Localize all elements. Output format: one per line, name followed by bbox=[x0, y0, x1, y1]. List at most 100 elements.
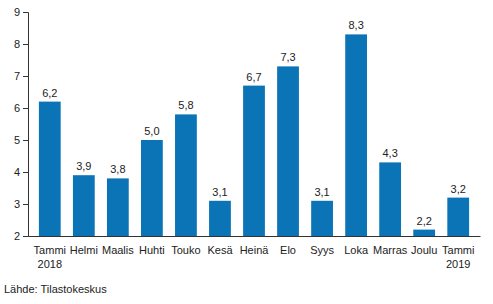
x-tick: Joulu bbox=[411, 236, 437, 256]
y-tick: 3 bbox=[14, 198, 28, 210]
y-tick-label: 6 bbox=[14, 102, 20, 114]
y-tick-label: 8 bbox=[14, 38, 20, 50]
y-tick: 6 bbox=[14, 102, 28, 114]
chart: 2 3 4 5 6 7 8 9 Tammi 2018 Helmi Maalis Huhti Touko Ke… bbox=[0, 0, 493, 304]
data-label: 3,1 bbox=[314, 186, 329, 198]
bar bbox=[39, 102, 61, 236]
y-tick-mark bbox=[23, 204, 28, 205]
bar bbox=[107, 178, 129, 236]
y-tick-mark bbox=[23, 140, 28, 141]
x-axis-line bbox=[29, 236, 481, 237]
x-tick-label-line: Heinä bbox=[240, 244, 270, 256]
data-label: 6,2 bbox=[42, 87, 57, 99]
y-tick-label: 3 bbox=[14, 198, 20, 210]
x-tick-label-line: Tammi bbox=[442, 244, 474, 256]
bar bbox=[447, 198, 469, 236]
x-tick: Loka bbox=[344, 236, 369, 256]
y-tick: 5 bbox=[14, 134, 28, 146]
x-tick-label: Syys bbox=[310, 244, 334, 256]
x-tick-label-line: Syys bbox=[310, 244, 334, 256]
y-axis-line bbox=[23, 13, 29, 237]
x-tick: Tammi 2019 bbox=[442, 236, 474, 270]
y-tick: 4 bbox=[14, 166, 28, 178]
y-tick-label: 2 bbox=[14, 230, 20, 242]
bar bbox=[345, 34, 367, 236]
source: Lähde: Tilastokeskus bbox=[4, 283, 107, 295]
x-axis: Tammi 2018 Helmi Maalis Huhti Touko Kesä Heinä E… bbox=[29, 236, 481, 270]
data-label: 2,2 bbox=[417, 215, 432, 227]
x-tick-label: Tammi 2018 bbox=[34, 244, 66, 270]
x-tick: Maalis bbox=[102, 236, 134, 256]
data-label: 3,1 bbox=[212, 186, 227, 198]
data-label: 7,3 bbox=[280, 51, 295, 63]
y-tick-label: 9 bbox=[14, 6, 20, 18]
x-tick-label-line: Touko bbox=[171, 244, 200, 256]
bar bbox=[243, 86, 265, 236]
x-tick: Heinä bbox=[240, 236, 270, 256]
bar bbox=[209, 201, 231, 236]
bar bbox=[277, 66, 299, 236]
y-tick: 9 bbox=[14, 6, 28, 18]
y-tick-label: 5 bbox=[14, 134, 20, 146]
bar bbox=[175, 114, 197, 236]
x-tick-label-line: Tammi bbox=[34, 244, 66, 256]
data-label: 5,0 bbox=[144, 125, 159, 137]
bar bbox=[311, 201, 333, 236]
x-tick-label-line: Helmi bbox=[70, 244, 98, 256]
data-label: 8,3 bbox=[348, 19, 363, 31]
x-tick-label: Loka bbox=[344, 244, 369, 256]
bars bbox=[39, 34, 469, 236]
y-tick: 8 bbox=[14, 38, 28, 50]
data-label: 3,8 bbox=[110, 163, 125, 175]
y-tick-mark bbox=[23, 172, 28, 173]
bar bbox=[379, 162, 401, 236]
y-tick: 2 bbox=[14, 230, 28, 242]
data-label: 4,3 bbox=[382, 147, 397, 159]
data-label: 3,2 bbox=[451, 183, 466, 195]
x-tick: Marras bbox=[373, 236, 408, 256]
data-label: 6,7 bbox=[246, 71, 261, 83]
data-labels: 6,2 3,9 3,8 5,0 5,8 3,1 6,7 7,3 3,1 8,3 4,3 2,2 3,2 bbox=[42, 19, 466, 226]
y-tick-label: 7 bbox=[14, 70, 20, 82]
data-label: 3,9 bbox=[76, 160, 91, 172]
x-tick-label: Heinä bbox=[240, 244, 270, 256]
x-tick-label: Maalis bbox=[102, 244, 134, 256]
bar bbox=[73, 175, 95, 236]
x-tick-label: Marras bbox=[373, 244, 408, 256]
x-tick-label-line: 2019 bbox=[446, 258, 470, 270]
x-tick: Syys bbox=[310, 236, 334, 256]
x-tick-label: Elo bbox=[280, 244, 296, 256]
x-tick-label-line: Huhti bbox=[139, 244, 165, 256]
plot: 2 3 4 5 6 7 8 9 Tammi 2018 Helmi Maalis Huhti Touko Ke… bbox=[14, 6, 481, 270]
x-tick-label-line: 2018 bbox=[38, 258, 62, 270]
x-tick-label: Huhti bbox=[139, 244, 165, 256]
x-tick: Kesä bbox=[207, 236, 233, 256]
x-tick-label: Joulu bbox=[411, 244, 437, 256]
x-tick-label: Helmi bbox=[70, 244, 98, 256]
bar bbox=[413, 230, 435, 236]
x-tick-label: Touko bbox=[171, 244, 200, 256]
x-tick-label-line: Loka bbox=[344, 244, 369, 256]
y-tick-mark bbox=[23, 76, 28, 77]
x-tick-label-line: Joulu bbox=[411, 244, 437, 256]
y-axis: 2 3 4 5 6 7 8 9 bbox=[14, 6, 29, 242]
data-label: 5,8 bbox=[178, 99, 193, 111]
x-tick: Tammi 2018 bbox=[34, 236, 66, 270]
x-tick-label: Tammi 2019 bbox=[442, 244, 474, 270]
x-tick: Elo bbox=[280, 236, 296, 256]
x-tick: Huhti bbox=[139, 236, 165, 256]
y-tick-mark bbox=[23, 44, 28, 45]
y-tick-mark bbox=[23, 108, 28, 109]
x-tick-label-line: Elo bbox=[280, 244, 296, 256]
x-tick: Helmi bbox=[70, 236, 98, 256]
y-tick: 7 bbox=[14, 70, 28, 82]
y-tick-mark bbox=[23, 236, 28, 237]
x-tick-label: Kesä bbox=[207, 244, 233, 256]
x-tick-label-line: Kesä bbox=[207, 244, 233, 256]
x-tick: Touko bbox=[171, 236, 200, 256]
x-tick-label-line: Maalis bbox=[102, 244, 134, 256]
y-tick-label: 4 bbox=[14, 166, 20, 178]
x-tick-label-line: Marras bbox=[373, 244, 408, 256]
y-tick-mark bbox=[23, 12, 28, 13]
bar bbox=[141, 140, 163, 236]
